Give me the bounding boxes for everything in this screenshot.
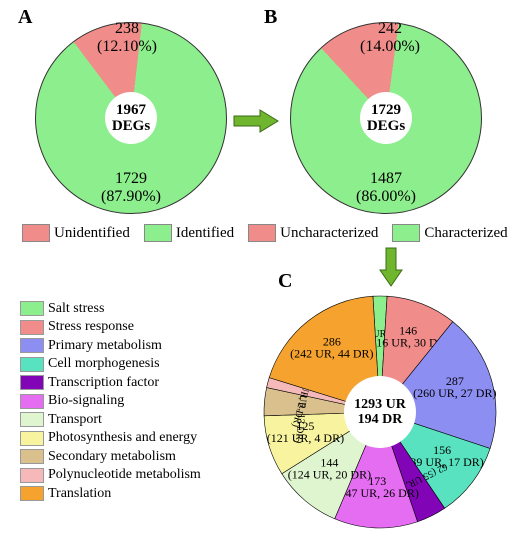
pie-b-slice2-label: 1487 (86.00%) bbox=[356, 170, 416, 207]
legend-item: Unidentified bbox=[22, 224, 130, 242]
legend-label: Bio-signaling bbox=[48, 393, 124, 409]
legend-item: Photosynthesis and energy bbox=[20, 430, 201, 448]
legend-label: Identified bbox=[176, 225, 234, 242]
pie-b: 1729 DEGs 242 (14.00%) 1487 (86.00%) bbox=[290, 22, 482, 214]
legend-label: Unidentified bbox=[54, 225, 130, 242]
legend-item: Stress response bbox=[20, 319, 201, 337]
legend-label: Primary metabolism bbox=[48, 338, 162, 354]
legend-swatch bbox=[20, 431, 44, 446]
pie-a-center-text: 1967 DEGs bbox=[112, 102, 150, 135]
legend-swatch bbox=[20, 375, 44, 390]
pie-a-center: 1967 DEGs bbox=[105, 92, 157, 144]
pie-c: 29 (25 UR, 4 DR)146(116 UR, 30 DR)287(26… bbox=[260, 292, 500, 537]
legend-label: Translation bbox=[48, 486, 111, 502]
legend-ab: Unidentified Identified Uncharacterized Cha… bbox=[22, 224, 508, 242]
legend-swatch bbox=[20, 394, 44, 409]
panel-b-label: B bbox=[264, 6, 277, 29]
legend-swatch bbox=[20, 486, 44, 501]
pie-c-center-bot: 194 DR bbox=[358, 412, 403, 427]
legend-swatch bbox=[20, 320, 44, 335]
legend-swatch bbox=[20, 449, 44, 464]
legend-swatch bbox=[20, 338, 44, 353]
legend-swatch bbox=[144, 224, 172, 242]
legend-item: Primary metabolism bbox=[20, 337, 201, 355]
legend-label: Photosynthesis and energy bbox=[48, 430, 197, 446]
arrow-b-to-c bbox=[378, 246, 404, 290]
legend-item: Uncharacterized bbox=[248, 224, 378, 242]
pie-a-slice2-label: 1729 (87.90%) bbox=[101, 170, 161, 207]
legend-item: Bio-signaling bbox=[20, 393, 201, 411]
pie-b-center-text: 1729 DEGs bbox=[367, 102, 405, 135]
legend-swatch bbox=[20, 357, 44, 372]
legend-label: Salt stress bbox=[48, 301, 104, 317]
legend-swatch bbox=[20, 301, 44, 316]
legend-item: Polynucleotide metabolism bbox=[20, 467, 201, 485]
legend-label: Transport bbox=[48, 412, 102, 428]
legend-c: Salt stress Stress response Primary metabo… bbox=[20, 300, 201, 503]
arrow-a-to-b bbox=[232, 108, 282, 134]
pie-b-slice1-label: 242 (14.00%) bbox=[360, 20, 420, 57]
pie-a: 1967 DEGs 238 (12.10%) 1729 (87.90%) bbox=[35, 22, 227, 214]
panel-c-label: C bbox=[278, 270, 292, 293]
legend-swatch bbox=[20, 468, 44, 483]
legend-swatch bbox=[20, 412, 44, 427]
legend-item: Secondary metabolism bbox=[20, 448, 201, 466]
legend-label: Characterized bbox=[424, 225, 507, 242]
legend-label: Transcription factor bbox=[48, 375, 159, 391]
legend-item: Characterized bbox=[392, 224, 507, 242]
legend-swatch bbox=[248, 224, 276, 242]
legend-item: Cell morphogenesis bbox=[20, 356, 201, 374]
pie-a-slice1-label: 238 (12.10%) bbox=[97, 20, 157, 57]
legend-label: Stress response bbox=[48, 319, 134, 335]
legend-swatch bbox=[22, 224, 50, 242]
panel-a-label: A bbox=[18, 6, 32, 29]
pie-c-center: 1293 UR 194 DR bbox=[344, 376, 416, 448]
pie-c-center-top: 1293 UR bbox=[354, 397, 406, 412]
legend-label: Cell morphogenesis bbox=[48, 356, 160, 372]
legend-item: Transcription factor bbox=[20, 374, 201, 392]
legend-label: Uncharacterized bbox=[280, 225, 378, 242]
legend-label: Secondary metabolism bbox=[48, 449, 176, 465]
pie-b-center: 1729 DEGs bbox=[360, 92, 412, 144]
legend-item: Salt stress bbox=[20, 300, 201, 318]
legend-item: Transport bbox=[20, 411, 201, 429]
legend-label: Polynucleotide metabolism bbox=[48, 467, 201, 483]
legend-swatch bbox=[392, 224, 420, 242]
legend-item: Translation bbox=[20, 485, 201, 503]
legend-item: Identified bbox=[144, 224, 234, 242]
